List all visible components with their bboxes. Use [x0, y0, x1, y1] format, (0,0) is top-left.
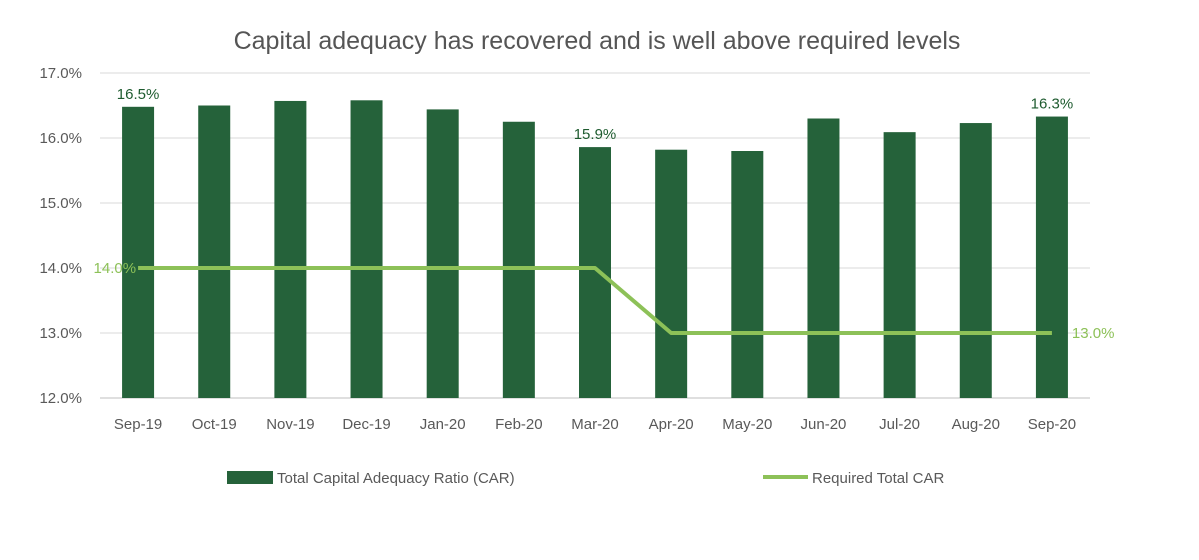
bar	[883, 132, 916, 398]
chart-title: Capital adequacy has recovered and is we…	[234, 27, 961, 55]
x-tick-label: Sep-19	[114, 416, 162, 433]
bar	[122, 106, 155, 399]
bar-series	[122, 100, 1068, 399]
bar	[579, 147, 611, 398]
bar-data-label: 15.9%	[574, 126, 617, 143]
x-tick-label: Feb-20	[495, 416, 543, 433]
y-tick-label: 12.0%	[39, 390, 82, 407]
bar	[426, 109, 459, 399]
y-axis-ticks: 12.0% 13.0% 14.0% 15.0% 16.0% 17.0%	[39, 65, 82, 407]
bar	[198, 105, 231, 398]
line-data-label: 14.0%	[94, 260, 137, 277]
bar-data-label: 16.3%	[1031, 96, 1074, 113]
y-tick-label: 16.0%	[39, 130, 82, 147]
legend-swatch-bar	[227, 471, 273, 484]
x-tick-label: Aug-20	[952, 416, 1000, 433]
x-tick-label: Dec-19	[342, 416, 390, 433]
legend-label-line: Required Total CAR	[812, 470, 944, 487]
bar-data-label: 16.5%	[117, 86, 160, 103]
y-tick-label: 14.0%	[39, 260, 82, 277]
x-tick-label: Jan-20	[420, 416, 466, 433]
legend-label-bar: Total Capital Adequacy Ratio (CAR)	[277, 470, 515, 487]
bar	[350, 100, 383, 399]
line-series	[138, 266, 1052, 335]
y-tick-label: 15.0%	[39, 195, 82, 212]
x-axis-ticks: Sep-19 Oct-19 Nov-19 Dec-19 Jan-20 Feb-20 Mar-…	[114, 416, 1076, 433]
bar	[655, 149, 688, 398]
y-tick-label: 13.0%	[39, 325, 82, 342]
data-labels: 16.5% 15.9% 16.3% 14.0% 13.0%	[94, 86, 1115, 342]
bar	[959, 123, 992, 399]
legend: Total Capital Adequacy Ratio (CAR) Requi…	[227, 470, 944, 487]
bar	[807, 118, 840, 398]
x-tick-label: Oct-19	[192, 416, 237, 433]
y-tick-label: 17.0%	[39, 65, 82, 82]
x-tick-label: Mar-20	[571, 416, 619, 433]
bar	[502, 121, 535, 398]
x-tick-label: Jun-20	[801, 416, 847, 433]
bar	[1035, 116, 1068, 399]
bar	[274, 100, 307, 398]
required-car-line	[138, 266, 1052, 335]
x-tick-label: Jul-20	[879, 416, 920, 433]
x-tick-label: Nov-19	[266, 416, 314, 433]
x-tick-label: May-20	[722, 416, 772, 433]
x-tick-label: Apr-20	[649, 416, 694, 433]
bar	[731, 151, 764, 398]
line-data-label: 13.0%	[1072, 325, 1115, 342]
x-tick-label: Sep-20	[1028, 416, 1076, 433]
